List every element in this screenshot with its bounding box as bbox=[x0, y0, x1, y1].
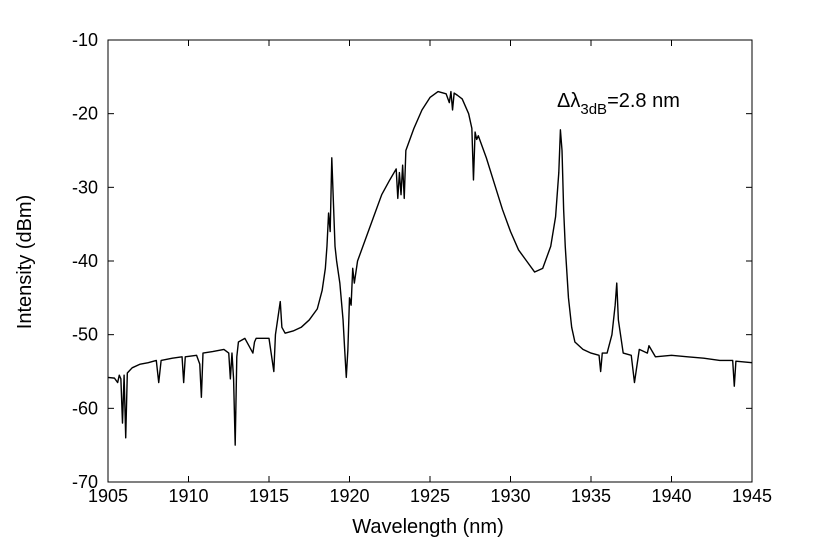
annotation-suffix: =2.8 nm bbox=[607, 90, 680, 112]
x-tick-label: 1920 bbox=[329, 486, 369, 506]
x-axis-label: Wavelength (nm) bbox=[352, 516, 504, 538]
x-tick-label: 1945 bbox=[732, 486, 772, 506]
plot-frame bbox=[107, 39, 753, 483]
y-axis-label: Intensity (dBm) bbox=[14, 195, 36, 329]
x-tick-label: 1940 bbox=[651, 486, 691, 506]
x-tick-label: 1925 bbox=[410, 486, 450, 506]
x-tick-label: 1930 bbox=[490, 486, 530, 506]
annotation-subscript: 3dB bbox=[580, 101, 607, 118]
y-tick-label: -20 bbox=[72, 104, 98, 124]
y-tick-label: -60 bbox=[72, 398, 98, 418]
y-tick-label: -30 bbox=[72, 177, 98, 197]
annotation-prefix: Δλ bbox=[557, 90, 580, 112]
x-tick-label: 1905 bbox=[88, 486, 128, 506]
y-tick-label: -40 bbox=[72, 251, 98, 271]
tick-labels: 1905 1910 1915 1920 1925 1930 1935 1940 1945 -70 -… bbox=[72, 30, 772, 506]
spectrum-line bbox=[107, 90, 753, 446]
y-tick-label: -50 bbox=[72, 325, 98, 345]
y-tick-label: -10 bbox=[72, 30, 98, 50]
bandwidth-annotation: Δλ3dB=2.8 nm bbox=[557, 90, 680, 118]
y-tick-label: -70 bbox=[72, 472, 98, 492]
x-tick-label: 1935 bbox=[571, 486, 611, 506]
x-tick-label: 1910 bbox=[168, 486, 208, 506]
x-tick-label: 1915 bbox=[249, 486, 289, 506]
